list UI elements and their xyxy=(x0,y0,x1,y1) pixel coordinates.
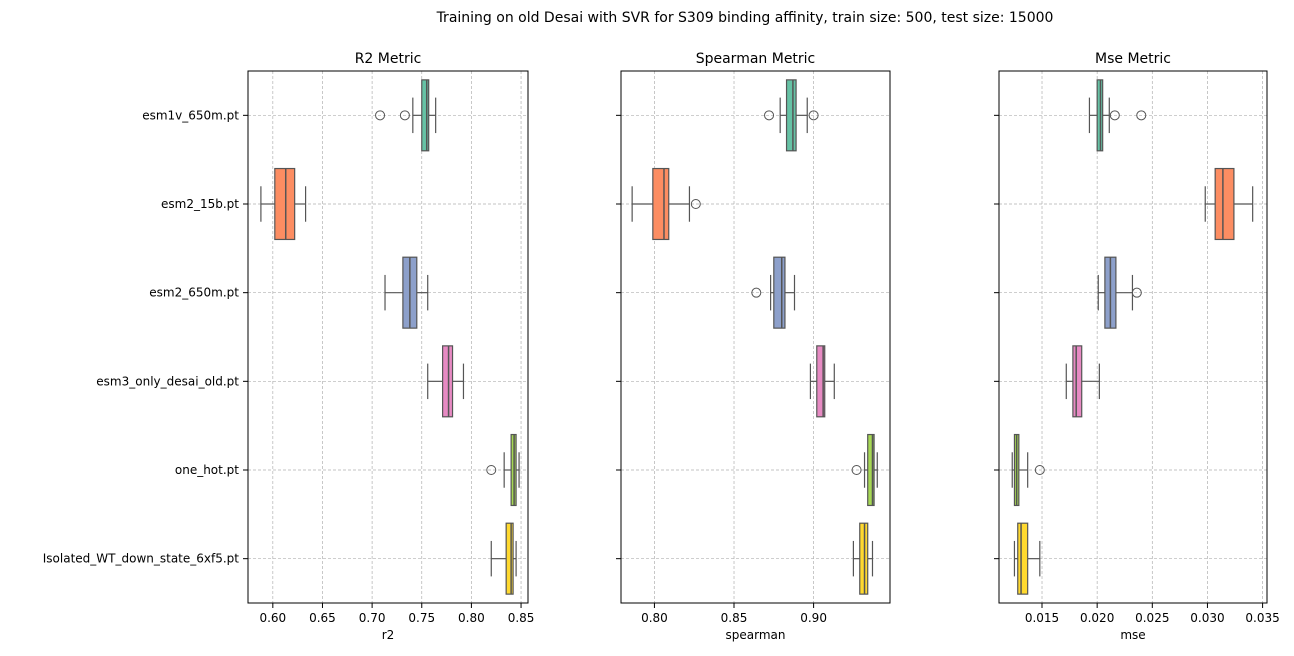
iqr-box xyxy=(1072,345,1083,418)
box-esm3-only-desai-old-pt xyxy=(809,345,835,418)
iqr-box xyxy=(1214,167,1235,241)
x-tick-label: 0.015 xyxy=(1025,611,1059,625)
panels: 0.60 0.65 0.70 0.75 0.80 0.85 esm1v_650m.ptesm… xyxy=(43,51,1280,642)
box-isolated-wt-down-state-6xf5-pt xyxy=(490,522,517,595)
outlier-point xyxy=(1034,465,1045,475)
box-isolated-wt-down-state-6xf5-pt xyxy=(852,522,874,595)
x-tick-label: 0.030 xyxy=(1190,611,1224,625)
panel-title: Spearman Metric xyxy=(696,51,816,67)
box-esm1v-650m-pt xyxy=(764,79,819,152)
x-tick-label: 0.60 xyxy=(259,611,286,625)
iqr-box xyxy=(442,345,454,418)
x-tick-label: 0.90 xyxy=(800,611,827,625)
x-tick-label: 0.80 xyxy=(458,611,485,625)
x-tick-label: 0.75 xyxy=(408,611,435,625)
iqr-box xyxy=(1017,522,1029,595)
box-one-hot-pt xyxy=(851,433,878,507)
outlier-point xyxy=(690,199,701,209)
box-esm2-650m-pt xyxy=(384,256,429,329)
x-axis-label: spearman xyxy=(726,628,786,642)
x-tick-label: 0.70 xyxy=(359,611,386,625)
figure-title: Training on old Desai with SVR for S309 … xyxy=(436,10,1054,26)
iqr-box xyxy=(505,522,514,595)
iqr-box xyxy=(274,167,296,241)
outlier-point xyxy=(808,110,819,121)
panel-mse-metric: 0.015 0.020 0.025 0.030 0.035 Mse Metric mse xyxy=(994,51,1280,642)
box-esm3-only-desai-old-pt xyxy=(427,345,465,418)
box-esm1v-650m-pt xyxy=(1088,79,1147,152)
iqr-box xyxy=(859,522,869,595)
box-esm1v-650m-pt xyxy=(375,79,437,152)
outlier-point xyxy=(764,110,775,121)
panel-title: Mse Metric xyxy=(1095,51,1171,67)
panel-title: R2 Metric xyxy=(355,51,422,67)
x-tick-label: 0.025 xyxy=(1135,611,1169,625)
axes-frame xyxy=(998,70,1268,604)
box-esm3-only-desai-old-pt xyxy=(1065,345,1100,418)
iqr-box xyxy=(867,433,875,507)
box-esm2-15b-pt xyxy=(260,167,307,241)
y-tick-label: esm2_650m.pt xyxy=(149,286,239,300)
outlier-point xyxy=(1136,110,1147,121)
box-esm2-650m-pt xyxy=(1097,256,1142,329)
box-esm2-15b-pt xyxy=(631,167,701,241)
outlier-point xyxy=(751,287,762,298)
iqr-box xyxy=(785,79,797,152)
panel-r2-metric: 0.60 0.65 0.70 0.75 0.80 0.85 esm1v_650m.ptesm… xyxy=(43,51,535,642)
iqr-box xyxy=(652,167,670,241)
box-one-hot-pt xyxy=(1011,433,1045,507)
outlier-point xyxy=(399,110,410,121)
iqr-box xyxy=(421,79,430,152)
outlier-point xyxy=(851,465,862,475)
x-tick-label: 0.020 xyxy=(1080,611,1114,625)
x-tick-label: 0.85 xyxy=(721,611,748,625)
y-tick-label: esm3_only_desai_old.pt xyxy=(96,374,239,388)
axes-frame xyxy=(620,70,891,604)
panel-spearman-metric: 0.80 0.85 0.90 Spearman Metric spearman xyxy=(616,51,891,642)
outlier-point xyxy=(1109,110,1120,121)
box-one-hot-pt xyxy=(486,433,520,507)
y-tick-label: Isolated_WT_down_state_6xf5.pt xyxy=(43,552,240,566)
box-esm2-15b-pt xyxy=(1204,167,1254,241)
x-axis-label: r2 xyxy=(382,628,395,642)
y-tick-label: one_hot.pt xyxy=(175,463,239,477)
x-tick-label: 0.80 xyxy=(641,611,668,625)
outlier-point xyxy=(1131,287,1142,298)
outlier-point xyxy=(486,465,497,475)
x-tick-label: 0.035 xyxy=(1245,611,1279,625)
outlier-point xyxy=(375,110,386,121)
box-isolated-wt-down-state-6xf5-pt xyxy=(1013,522,1041,595)
axes-frame xyxy=(247,70,529,604)
iqr-box xyxy=(816,345,826,418)
x-axis-label: mse xyxy=(1120,628,1145,642)
y-tick-label: esm2_15b.pt xyxy=(161,197,239,211)
iqr-box xyxy=(773,256,786,329)
y-tick-label: esm1v_650m.pt xyxy=(142,108,239,122)
x-tick-label: 0.85 xyxy=(508,611,535,625)
x-tick-label: 0.65 xyxy=(309,611,336,625)
box-esm2-650m-pt xyxy=(751,256,796,329)
